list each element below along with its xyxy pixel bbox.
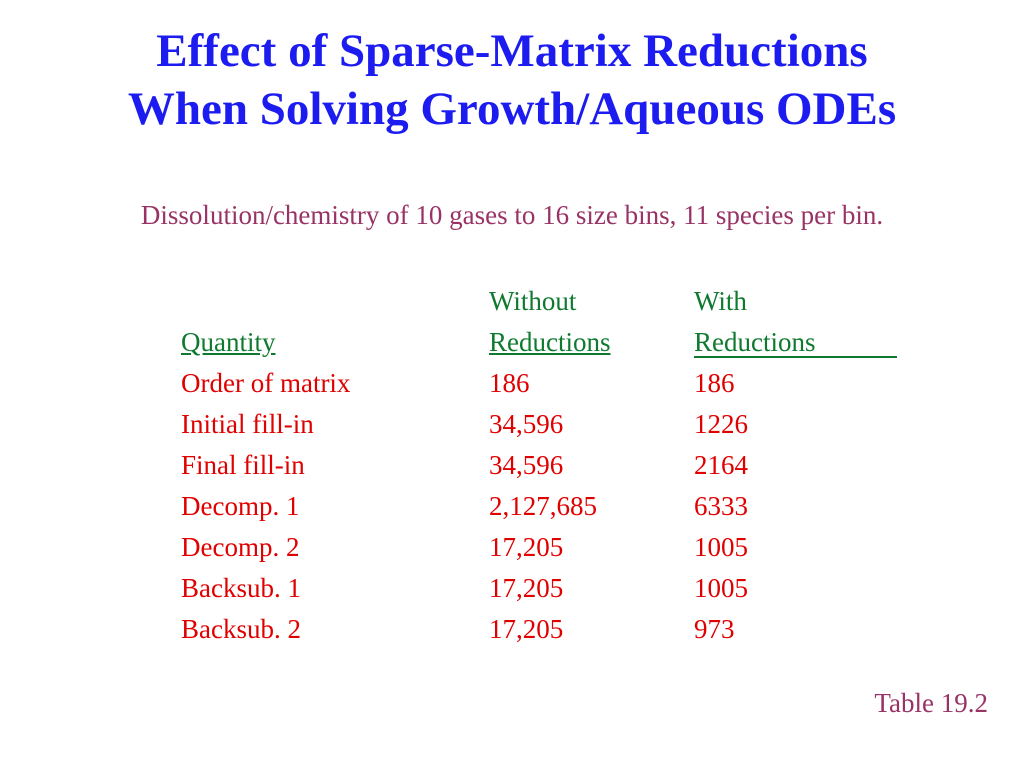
header-reductions-without: Reductions (489, 327, 611, 357)
row-without-value: 34,596 (489, 409, 564, 439)
row-label: Decomp. 1 (181, 491, 300, 521)
row-label: Order of matrix (181, 368, 351, 398)
table-caption: Table 19.2 (874, 688, 988, 718)
slide-title: Effect of Sparse-Matrix Reductions When … (0, 22, 1024, 138)
row-label: Initial fill-in (181, 409, 314, 439)
row-with-value: 973 (694, 614, 735, 644)
row-label: Final fill-in (181, 450, 305, 480)
header-with: With (694, 286, 747, 316)
header-reductions-with: Reductions (694, 327, 816, 357)
row-with-value: 2164 (694, 450, 748, 480)
row-without-value: 17,205 (489, 614, 564, 644)
slide-subtitle: Dissolution/chemistry of 10 gases to 16 … (140, 200, 884, 230)
title-line-2: When Solving Growth/Aqueous ODEs (127, 83, 897, 135)
row-with-value: 1005 (694, 532, 748, 562)
row-without-value: 17,205 (489, 532, 564, 562)
row-without-value: 34,596 (489, 450, 564, 480)
row-with-value: 1226 (694, 409, 748, 439)
row-with-value: 6333 (694, 491, 748, 521)
row-with-value: 1005 (694, 573, 748, 603)
row-without-value: 2,127,685 (489, 491, 597, 521)
header-quantity: Quantity (181, 327, 276, 357)
row-with-value: 186 (694, 368, 735, 398)
row-without-value: 186 (489, 368, 530, 398)
row-label: Decomp. 2 (181, 532, 300, 562)
title-line-1: Effect of Sparse-Matrix Reductions (156, 25, 868, 77)
row-label: Backsub. 1 (181, 573, 301, 603)
header-without: Without (489, 286, 577, 316)
row-without-value: 17,205 (489, 573, 564, 603)
header-underline (694, 356, 897, 358)
row-label: Backsub. 2 (181, 614, 301, 644)
